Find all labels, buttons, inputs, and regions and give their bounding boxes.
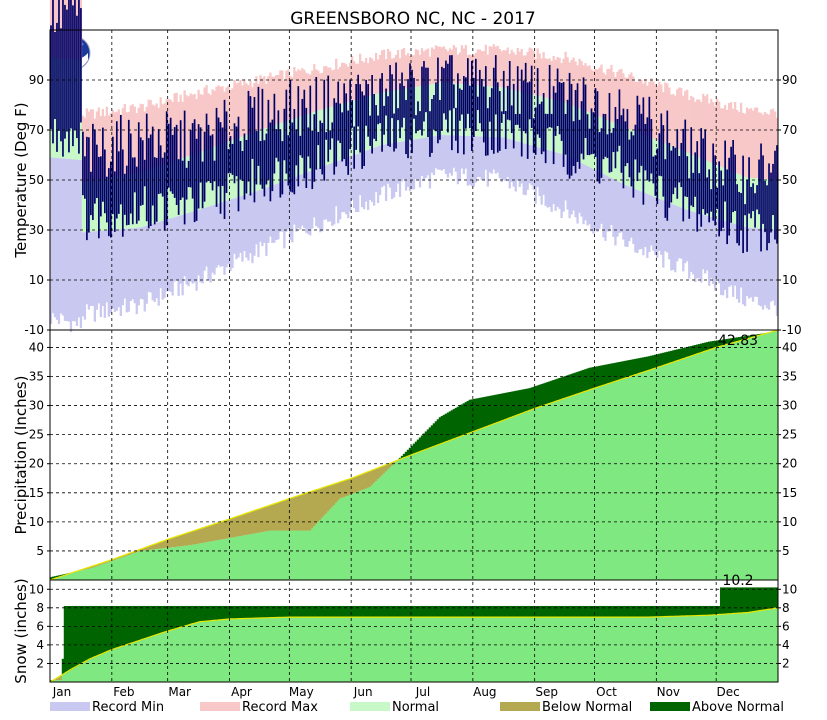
y-tick-label-left: 25 [29, 428, 44, 442]
x-tick-label: Aug [473, 685, 496, 699]
x-tick-label: Apr [231, 685, 252, 699]
axes: -10 -10 10 10 30 30 50 50 70 70 90 90 Temperature (D… [12, 29, 802, 699]
y-tick-label-left: 10 [29, 515, 44, 529]
legend-swatch [650, 702, 690, 711]
y-axis-label: Snow (inches) [12, 578, 30, 683]
x-tick-label: Mar [168, 685, 191, 699]
snow-normal-line [49, 607, 779, 683]
x-tick-label: Nov [657, 685, 680, 699]
y-tick-label-left: 15 [29, 486, 44, 500]
y-tick-label-right: 30 [782, 399, 797, 413]
y-tick-label-left: 5 [36, 544, 44, 558]
y-tick-label-right: 70 [782, 123, 797, 137]
x-tick-label: May [289, 685, 314, 699]
legend: Record Min Record Max Normal Below Normal Ab… [50, 700, 784, 715]
y-tick-label-left: 35 [29, 370, 44, 384]
y-tick-label-right: 10 [782, 273, 797, 287]
y-tick-label-left: 20 [29, 457, 44, 471]
x-tick-label: Feb [113, 685, 134, 699]
y-tick-label-left: 70 [29, 123, 44, 137]
y-tick-label-right: 10 [782, 515, 797, 529]
y-tick-label-left: 2 [36, 656, 44, 670]
legend-label: Above Normal [692, 700, 784, 715]
chart-title: GREENSBORO NC, NC - 2017 [290, 9, 536, 29]
y-tick-label-left: 30 [29, 223, 44, 237]
y-tick-label-right: 8 [782, 601, 790, 615]
x-tick-label: Jan [52, 685, 72, 699]
legend-swatch [350, 702, 390, 711]
y-tick-label-right: 20 [782, 457, 797, 471]
y-tick-label-left: 50 [29, 173, 44, 187]
precip-total-label: 42.83 [718, 333, 758, 349]
legend-label: Record Min [92, 700, 164, 715]
legend-swatch [500, 702, 540, 711]
y-tick-label-right: 10 [782, 582, 797, 596]
y-tick-label-left: 30 [29, 399, 44, 413]
y-tick-label-right: 30 [782, 223, 797, 237]
x-tick-label: Oct [596, 685, 617, 699]
y-tick-label-right: 40 [782, 340, 797, 354]
legend-label: Normal [392, 700, 439, 715]
y-tick-label-left: 10 [29, 582, 44, 596]
y-tick-label-left: 40 [29, 340, 44, 354]
y-tick-label-left: -10 [24, 323, 44, 337]
legend-swatch [50, 702, 90, 711]
precipitation-panel [49, 329, 779, 581]
grid [50, 30, 778, 682]
x-tick-label: Jul [415, 685, 430, 699]
snow-total-label: 10.2 [722, 573, 753, 589]
y-tick-label-right: 35 [782, 370, 797, 384]
panel-frame [49, 579, 779, 683]
snow-panel [49, 587, 779, 683]
y-tick-label-right: 2 [782, 656, 790, 670]
y-tick-label-left: 90 [29, 73, 44, 87]
y-tick-label-right: 15 [782, 486, 797, 500]
legend-label: Record Max [242, 700, 318, 715]
y-tick-label-left: 4 [36, 638, 44, 652]
y-tick-label-right: 4 [782, 638, 790, 652]
x-tick-label: Jun [353, 685, 373, 699]
y-tick-label-right: 6 [782, 619, 790, 633]
y-tick-label-right: 5 [782, 544, 790, 558]
y-axis-label: Precipitation (Inches) [12, 376, 30, 535]
temperature-panel [49, 0, 779, 333]
y-tick-label-left: 6 [36, 619, 44, 633]
legend-label: Below Normal [542, 700, 632, 715]
y-tick-label-right: 90 [782, 73, 797, 87]
x-tick-label: Sep [535, 685, 558, 699]
legend-swatch [200, 702, 240, 711]
y-tick-label-right: 50 [782, 173, 797, 187]
y-tick-label-left: 10 [29, 273, 44, 287]
y-tick-label-right: -10 [782, 323, 802, 337]
y-axis-label: Temperature (Deg F) [12, 102, 30, 258]
x-tick-label: Dec [717, 685, 740, 699]
y-tick-label-right: 25 [782, 428, 797, 442]
y-tick-label-left: 8 [36, 601, 44, 615]
